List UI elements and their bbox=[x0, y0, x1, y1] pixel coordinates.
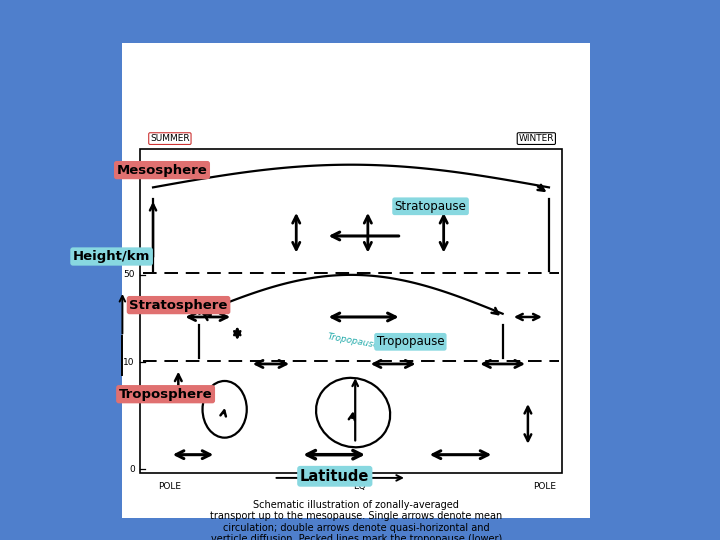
Text: Stratosphere: Stratosphere bbox=[130, 299, 228, 312]
Text: Tropopause: Tropopause bbox=[377, 335, 444, 348]
Text: Height/km: Height/km bbox=[73, 250, 150, 263]
Text: Latitude: Latitude bbox=[300, 469, 369, 484]
Text: 50: 50 bbox=[123, 271, 135, 279]
FancyBboxPatch shape bbox=[140, 148, 562, 472]
Text: EQ: EQ bbox=[353, 482, 366, 491]
Text: Mesosphere: Mesosphere bbox=[117, 164, 207, 177]
Text: Stratopause: Stratopause bbox=[395, 200, 467, 213]
Text: POLE: POLE bbox=[534, 482, 557, 491]
Text: 0: 0 bbox=[129, 465, 135, 474]
Text: WINTER: WINTER bbox=[518, 134, 554, 143]
Text: POLE: POLE bbox=[158, 482, 181, 491]
Text: Schematic illustration of zonally-averaged
transport up to the mesopause. Single: Schematic illustration of zonally-averag… bbox=[210, 500, 503, 540]
Text: Troposphere: Troposphere bbox=[119, 388, 212, 401]
Text: 10: 10 bbox=[123, 358, 135, 367]
FancyBboxPatch shape bbox=[122, 43, 590, 518]
Text: Tropopause: Tropopause bbox=[326, 332, 379, 350]
Text: SUMMER: SUMMER bbox=[150, 134, 189, 143]
